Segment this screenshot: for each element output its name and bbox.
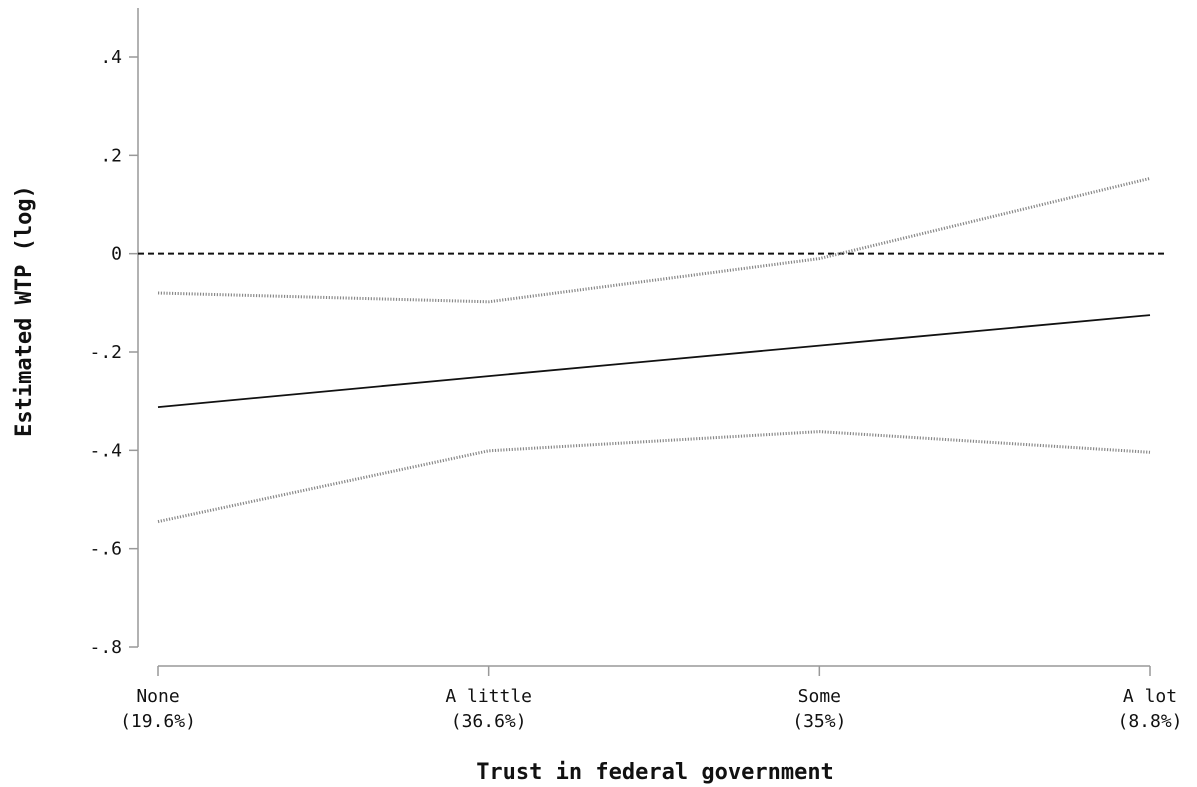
x-tick-label: None [136, 686, 179, 707]
y-tick-label: -.6 [89, 539, 122, 560]
series-line-lower [157, 430, 1151, 524]
y-axis: .4 .2 0 -.2 -.4 -.6 -.8 [89, 8, 139, 658]
x-axis-title: Trust in federal government [476, 760, 834, 785]
y-tick-label: -.8 [89, 637, 122, 658]
y-tick-label: -.2 [89, 342, 122, 363]
x-tick-share-label: (8.8%) [1117, 711, 1182, 732]
x-tick-share-label: (35%) [792, 711, 846, 732]
x-tick-label: Some [798, 686, 841, 707]
series-line-upper [157, 176, 1151, 304]
y-tick-label: .2 [100, 145, 122, 166]
x-tick-label: A lot [1123, 686, 1177, 707]
y-axis-title: Estimated WTP (log) [12, 185, 37, 437]
y-tick-label: -.4 [89, 440, 122, 461]
series-line-estimate [157, 314, 1151, 408]
x-tick-share-label: (36.6%) [451, 711, 527, 732]
y-tick-label: .4 [100, 47, 122, 68]
x-axis: None (19.6%) A little (36.6%) Some (35%) A lot… [120, 665, 1183, 732]
x-tick-label: A little [445, 686, 532, 707]
plot-area [138, 176, 1168, 524]
y-tick-label: 0 [111, 244, 122, 265]
x-tick-share-label: (19.6%) [120, 711, 196, 732]
